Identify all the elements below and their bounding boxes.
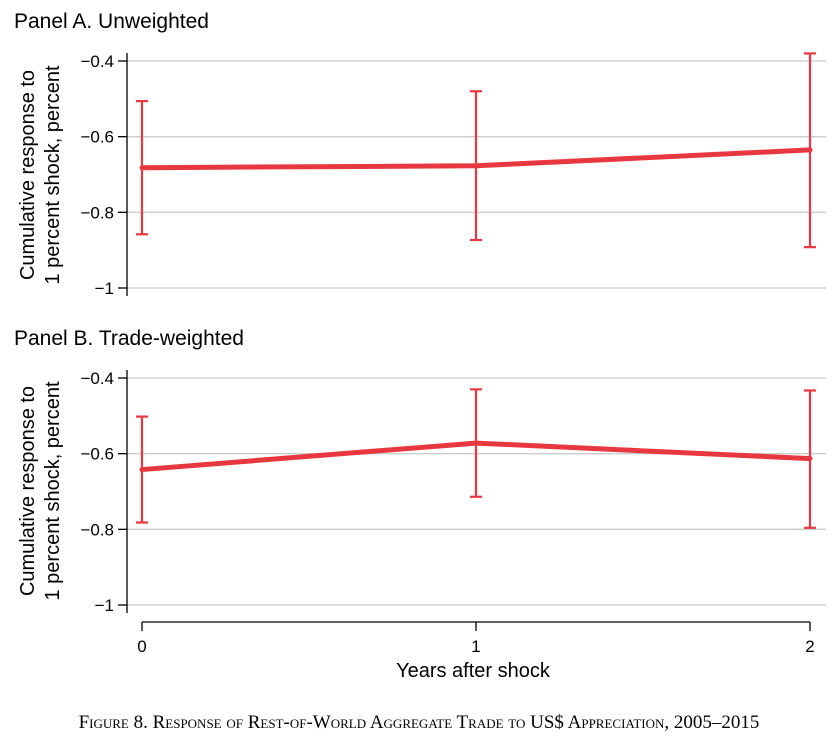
y-tick-label: −0.4 xyxy=(80,52,114,71)
figure-caption: Figure 8. Response of Rest-of-World Aggr… xyxy=(78,712,760,733)
y-tick-label: −0.8 xyxy=(80,520,114,539)
panel-b-ylabel-line2: 1 percent shock, percent xyxy=(42,381,64,600)
panel-a-title: Panel A. Unweighted xyxy=(14,10,209,33)
x-tick-label: 1 xyxy=(471,637,480,656)
y-tick-label: −0.6 xyxy=(80,445,114,464)
y-tick-label: −0.8 xyxy=(80,203,114,222)
panel-b-ylabel-line1: Cumulative response to xyxy=(17,386,39,596)
x-axis-title: Years after shock xyxy=(396,660,551,682)
x-tick-label: 0 xyxy=(137,637,146,656)
panel-b-title: Panel B. Trade-weighted xyxy=(14,327,244,350)
x-tick-label: 2 xyxy=(805,637,814,656)
y-tick-label: −1 xyxy=(95,596,114,615)
panel-a-ylabel-line1: Cumulative response to xyxy=(17,70,39,280)
panel-a-plot: −0.4 −0.6 −0.8 −1 xyxy=(80,52,826,298)
panel-a-ylabel-line2: 1 percent shock, percent xyxy=(42,65,64,284)
y-tick-label: −1 xyxy=(95,279,114,298)
panel-b-plot: −0.4 −0.6 −0.8 −1 0 1 2 xyxy=(80,369,826,656)
y-tick-label: −0.6 xyxy=(80,128,114,147)
y-tick-label: −0.4 xyxy=(80,369,114,388)
